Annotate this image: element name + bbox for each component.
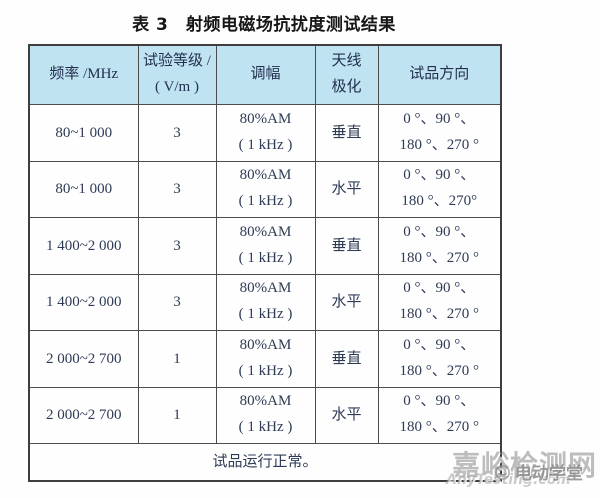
cell-test-level: 3	[137, 104, 217, 162]
cell-frequency: 80~1 000	[28, 104, 139, 162]
table-row: 80~1 000 3 80%AM( 1 kHz ) 垂直 0 °、90 °、 18…	[28, 104, 502, 162]
cell-direction: 0 °、90 °、 180 °、270 °	[377, 330, 502, 388]
cell-am: 80%AM( 1 kHz )	[215, 273, 316, 331]
cell-antenna: 垂直	[314, 330, 379, 388]
cell-frequency: 2 000~2 700	[28, 386, 139, 444]
cell-am: 80%AM( 1 kHz )	[215, 386, 316, 444]
table-row: 2 000~2 700 1 80%AM( 1 kHz ) 垂直 0 °、90 °…	[28, 330, 502, 388]
header-frequency: 频率 /MHz	[28, 44, 139, 105]
table-row: 1 400~2 000 3 80%AM( 1 kHz ) 水平 0 °、90 °…	[28, 273, 502, 331]
cell-direction: 0 °、90 °、 180 °、270 °	[377, 104, 502, 162]
watermark-channel: 电动学堂	[493, 459, 583, 484]
cell-antenna: 水平	[314, 386, 379, 444]
table-footer-row: 试品运行正常。	[28, 443, 502, 482]
rf-immunity-results-table: 频率 /MHz 试验等级 / ( V/m ) 调幅 天线 极化 试品方向 80~…	[28, 44, 502, 482]
cell-test-level: 3	[137, 273, 217, 331]
cell-test-level: 3	[137, 217, 217, 275]
cell-test-level: 1	[137, 386, 217, 444]
table-row: 1 400~2 000 3 80%AM( 1 kHz ) 垂直 0 °、90 °…	[28, 217, 502, 275]
cell-am: 80%AM( 1 kHz )	[215, 330, 316, 388]
cell-direction: 0 °、90 °、 180 °、270 °	[377, 217, 502, 275]
cell-am: 80%AM( 1 kHz )	[215, 104, 316, 162]
cell-direction: 0 °、90 °、 180 °、270°	[377, 160, 502, 218]
cell-frequency: 1 400~2 000	[28, 217, 139, 275]
cell-direction: 0 °、90 °、 180 °、270 °	[377, 273, 502, 331]
cell-frequency: 2 000~2 700	[28, 330, 139, 388]
cell-frequency: 1 400~2 000	[28, 273, 139, 331]
cell-am: 80%AM( 1 kHz )	[215, 217, 316, 275]
cell-antenna: 水平	[314, 273, 379, 331]
header-sample-direction: 试品方向	[377, 44, 502, 105]
cell-antenna: 水平	[314, 160, 379, 218]
table-row: 80~1 000 3 80%AM( 1 kHz ) 水平 0 °、90 °、 18…	[28, 160, 502, 218]
header-antenna-polarization: 天线 极化	[314, 44, 379, 105]
cell-antenna: 垂直	[314, 104, 379, 162]
table-row: 2 000~2 700 1 80%AM( 1 kHz ) 水平 0 °、90 °…	[28, 386, 502, 444]
cell-frequency: 80~1 000	[28, 160, 139, 218]
footer-note: 试品运行正常。	[28, 443, 502, 482]
header-am: 调幅	[215, 44, 316, 105]
cell-direction: 0 °、90 °、 180 °、270 °	[377, 386, 502, 444]
cell-test-level: 1	[137, 330, 217, 388]
table-title: 表 3 射频电磁场抗扰度测试结果	[132, 15, 396, 35]
cell-am: 80%AM( 1 kHz )	[215, 160, 316, 218]
cell-antenna: 垂直	[314, 217, 379, 275]
header-test-level: 试验等级 / ( V/m )	[137, 44, 217, 105]
cell-test-level: 3	[137, 160, 217, 218]
watermark-channel-label: 电动学堂	[515, 464, 583, 484]
header-row: 频率 /MHz 试验等级 / ( V/m ) 调幅 天线 极化 试品方向	[28, 44, 502, 105]
